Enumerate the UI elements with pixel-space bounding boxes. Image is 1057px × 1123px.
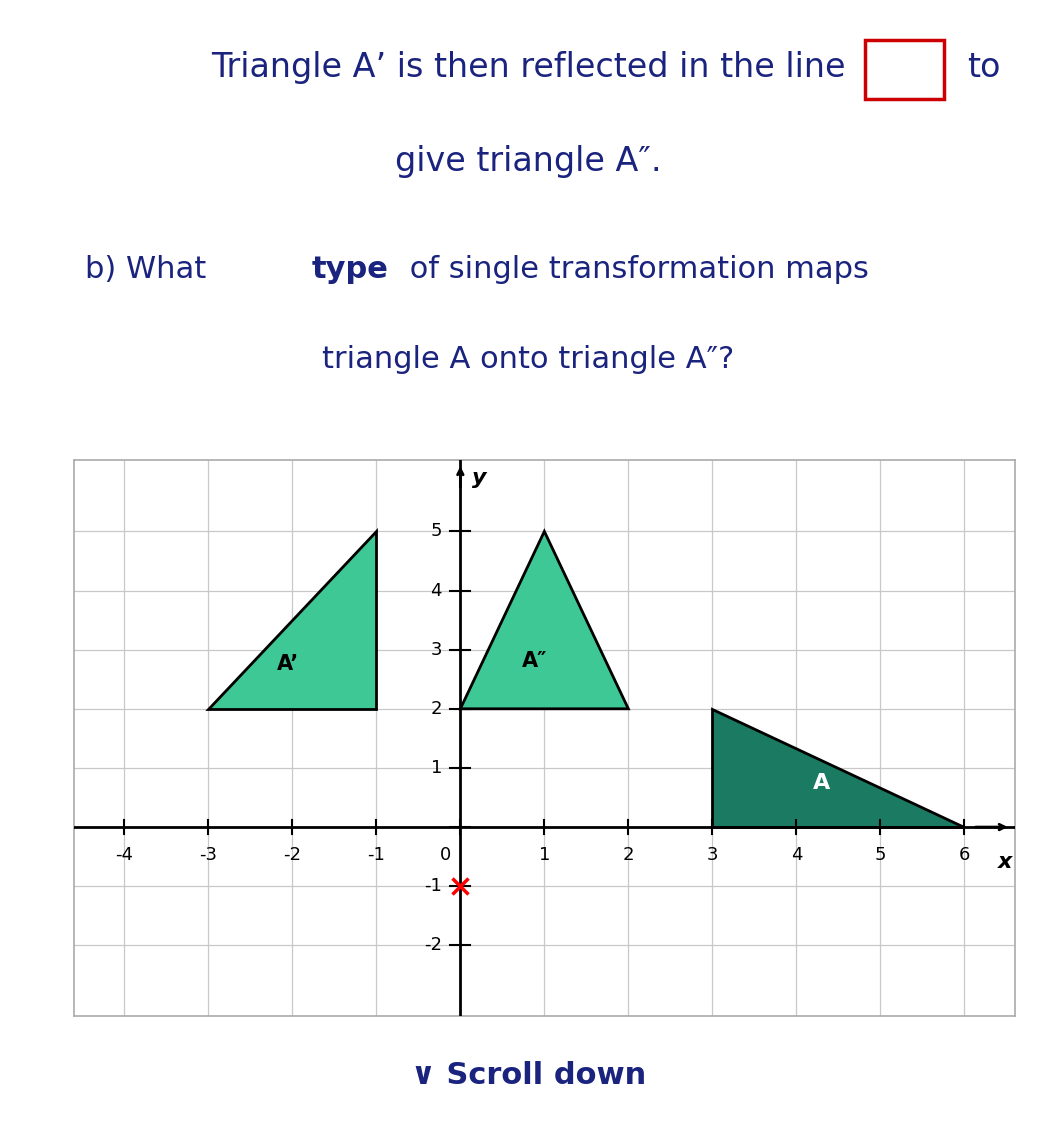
Text: 6: 6 — [959, 846, 970, 864]
Text: -4: -4 — [115, 846, 133, 864]
Polygon shape — [461, 531, 628, 709]
Text: A’: A’ — [277, 655, 299, 675]
Text: x: x — [998, 852, 1012, 871]
Text: 5: 5 — [874, 846, 886, 864]
Text: A: A — [813, 773, 830, 793]
Text: y: y — [471, 467, 486, 487]
Text: 5: 5 — [430, 522, 442, 540]
Text: -1: -1 — [368, 846, 386, 864]
Text: 3: 3 — [706, 846, 718, 864]
Text: 0: 0 — [440, 846, 451, 864]
Text: 4: 4 — [791, 846, 802, 864]
FancyBboxPatch shape — [865, 40, 944, 99]
Text: b) What: b) What — [85, 255, 216, 284]
Text: 1: 1 — [539, 846, 550, 864]
Text: A″: A″ — [521, 651, 548, 672]
Text: triangle A onto triangle A″?: triangle A onto triangle A″? — [322, 345, 735, 374]
Polygon shape — [712, 709, 964, 827]
Text: 1: 1 — [430, 759, 442, 777]
Text: -2: -2 — [424, 937, 442, 955]
Text: 2: 2 — [430, 700, 442, 718]
Text: 4: 4 — [430, 582, 442, 600]
Text: ∨ Scroll down: ∨ Scroll down — [411, 1060, 646, 1089]
Text: -1: -1 — [424, 877, 442, 895]
Text: type: type — [312, 255, 389, 284]
Text: to: to — [967, 51, 1001, 84]
Text: 3: 3 — [430, 640, 442, 659]
Text: Triangle A’ is then reflected in the line: Triangle A’ is then reflected in the lin… — [211, 51, 846, 84]
Text: of single transformation maps: of single transformation maps — [400, 255, 869, 284]
Text: -3: -3 — [200, 846, 218, 864]
Text: give triangle A″.: give triangle A″. — [395, 145, 662, 179]
Text: 2: 2 — [623, 846, 634, 864]
Text: -2: -2 — [283, 846, 301, 864]
Polygon shape — [208, 531, 376, 709]
